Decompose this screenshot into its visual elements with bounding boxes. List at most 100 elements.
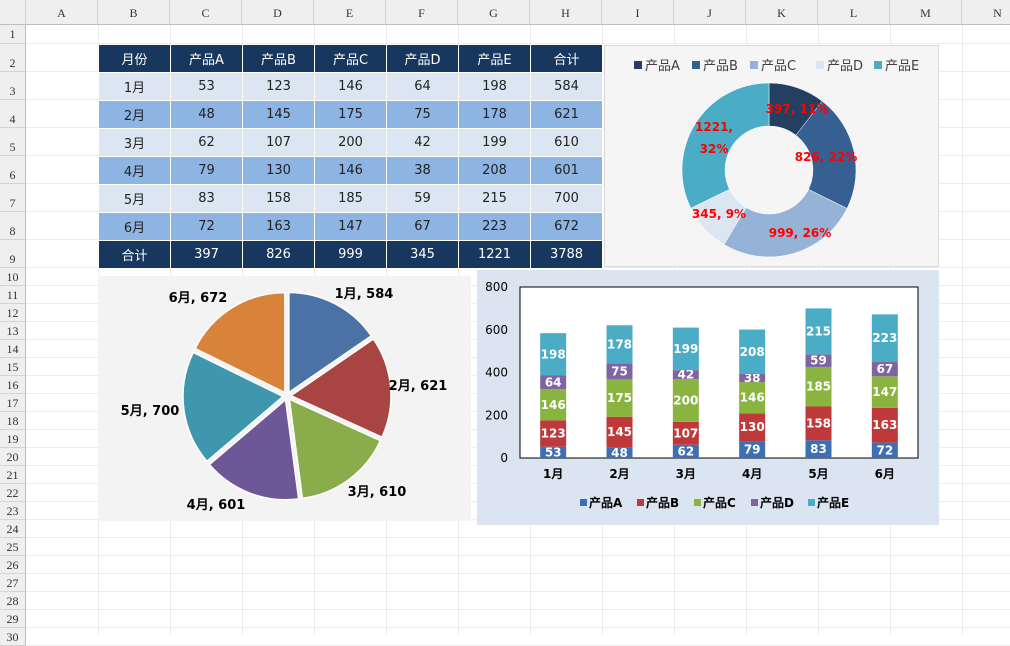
column-header[interactable]: F: [386, 0, 458, 25]
table-cell[interactable]: 200: [314, 128, 387, 157]
bar-segment[interactable]: [540, 420, 567, 447]
row-header[interactable]: 8: [0, 212, 26, 240]
row-header[interactable]: 20: [0, 448, 26, 466]
column-header[interactable]: K: [746, 0, 818, 25]
row-header[interactable]: 23: [0, 502, 26, 520]
table-cell[interactable]: 合计: [98, 240, 171, 269]
bar-segment[interactable]: [672, 379, 699, 422]
table-cell[interactable]: 42: [386, 128, 459, 157]
doughnut-chart[interactable]: 产品A 产品B 产品C 产品D 产品E 397, 11% 826, 22% 999, 26% 3…: [604, 45, 939, 267]
bar-segment[interactable]: [540, 389, 567, 421]
table-cell[interactable]: 700: [530, 184, 603, 213]
column-header[interactable]: C: [170, 0, 242, 25]
row-header[interactable]: 22: [0, 484, 26, 502]
table-cell[interactable]: 175: [314, 100, 387, 129]
select-all-corner[interactable]: [0, 0, 26, 25]
row-header[interactable]: 30: [0, 628, 26, 646]
column-header[interactable]: E: [314, 0, 386, 25]
table-cell[interactable]: 月份: [98, 44, 171, 73]
column-header[interactable]: H: [530, 0, 602, 25]
table-cell[interactable]: 62: [170, 128, 243, 157]
bar-segment[interactable]: [871, 376, 898, 408]
row-header[interactable]: 17: [0, 394, 26, 412]
table-cell[interactable]: 215: [458, 184, 531, 213]
doughnut-slice[interactable]: [723, 189, 848, 258]
table-cell[interactable]: 584: [530, 72, 603, 101]
table-cell[interactable]: 产品A: [170, 44, 243, 73]
row-header[interactable]: 26: [0, 556, 26, 574]
bar-segment[interactable]: [805, 366, 832, 407]
row-header[interactable]: 15: [0, 358, 26, 376]
table-cell[interactable]: 198: [458, 72, 531, 101]
table-cell[interactable]: 208: [458, 156, 531, 185]
row-header[interactable]: 9: [0, 240, 26, 268]
row-header[interactable]: 11: [0, 286, 26, 304]
table-cell[interactable]: 合计: [530, 44, 603, 73]
table-cell[interactable]: 72: [170, 212, 243, 241]
table-cell[interactable]: 130: [242, 156, 315, 185]
bar-segment[interactable]: [805, 354, 832, 367]
table-cell[interactable]: 672: [530, 212, 603, 241]
bar-segment[interactable]: [672, 444, 699, 458]
bar-segment[interactable]: [606, 416, 633, 448]
table-cell[interactable]: 6月: [98, 212, 171, 241]
column-header[interactable]: I: [602, 0, 674, 25]
pie-slice[interactable]: [208, 398, 300, 501]
table-cell[interactable]: 145: [242, 100, 315, 129]
table-cell[interactable]: 38: [386, 156, 459, 185]
bar-segment[interactable]: [606, 447, 633, 458]
table-cell[interactable]: 147: [314, 212, 387, 241]
row-header[interactable]: 19: [0, 430, 26, 448]
bar-segment[interactable]: [672, 327, 699, 371]
row-header[interactable]: 21: [0, 466, 26, 484]
bar-segment[interactable]: [606, 379, 633, 417]
table-cell[interactable]: 397: [170, 240, 243, 269]
column-header[interactable]: B: [98, 0, 170, 25]
row-header[interactable]: 2: [0, 44, 26, 72]
table-cell[interactable]: 产品D: [386, 44, 459, 73]
table-cell[interactable]: 产品B: [242, 44, 315, 73]
bar-segment[interactable]: [606, 325, 633, 364]
bar-segment[interactable]: [739, 329, 766, 374]
stacked-bar-chart[interactable]: 0 200 400 600 800 53 123 146 64 198 1月 48 145 175 75 17…: [477, 270, 939, 525]
table-cell[interactable]: 621: [530, 100, 603, 129]
table-cell[interactable]: 146: [314, 72, 387, 101]
table-cell[interactable]: 5月: [98, 184, 171, 213]
pie-slice[interactable]: [288, 397, 382, 500]
row-header[interactable]: 3: [0, 72, 26, 100]
column-header[interactable]: A: [26, 0, 98, 25]
doughnut-slice[interactable]: [681, 82, 770, 209]
bar-segment[interactable]: [739, 382, 766, 414]
bar-segment[interactable]: [606, 363, 633, 380]
bar-segment[interactable]: [540, 375, 567, 390]
bar-segment[interactable]: [805, 308, 832, 355]
row-header[interactable]: 24: [0, 520, 26, 538]
table-cell[interactable]: 163: [242, 212, 315, 241]
bar-segment[interactable]: [739, 441, 766, 458]
table-cell[interactable]: 345: [386, 240, 459, 269]
row-header[interactable]: 13: [0, 322, 26, 340]
row-header[interactable]: 16: [0, 376, 26, 394]
column-header[interactable]: G: [458, 0, 530, 25]
table-cell[interactable]: 79: [170, 156, 243, 185]
row-header[interactable]: 7: [0, 184, 26, 212]
table-cell[interactable]: 67: [386, 212, 459, 241]
table-cell[interactable]: 185: [314, 184, 387, 213]
table-cell[interactable]: 223: [458, 212, 531, 241]
bar-segment[interactable]: [672, 421, 699, 445]
bar-segment[interactable]: [871, 442, 898, 458]
row-header[interactable]: 6: [0, 156, 26, 184]
table-cell[interactable]: 75: [386, 100, 459, 129]
column-header[interactable]: N: [962, 0, 1010, 25]
table-cell[interactable]: 48: [170, 100, 243, 129]
table-cell[interactable]: 83: [170, 184, 243, 213]
table-cell[interactable]: 64: [386, 72, 459, 101]
table-cell[interactable]: 59: [386, 184, 459, 213]
bar-segment[interactable]: [871, 314, 898, 363]
column-header[interactable]: M: [890, 0, 962, 25]
column-header[interactable]: L: [818, 0, 890, 25]
bar-segment[interactable]: [871, 407, 898, 443]
table-cell[interactable]: 107: [242, 128, 315, 157]
bar-segment[interactable]: [871, 362, 898, 377]
table-cell[interactable]: 3788: [530, 240, 603, 269]
